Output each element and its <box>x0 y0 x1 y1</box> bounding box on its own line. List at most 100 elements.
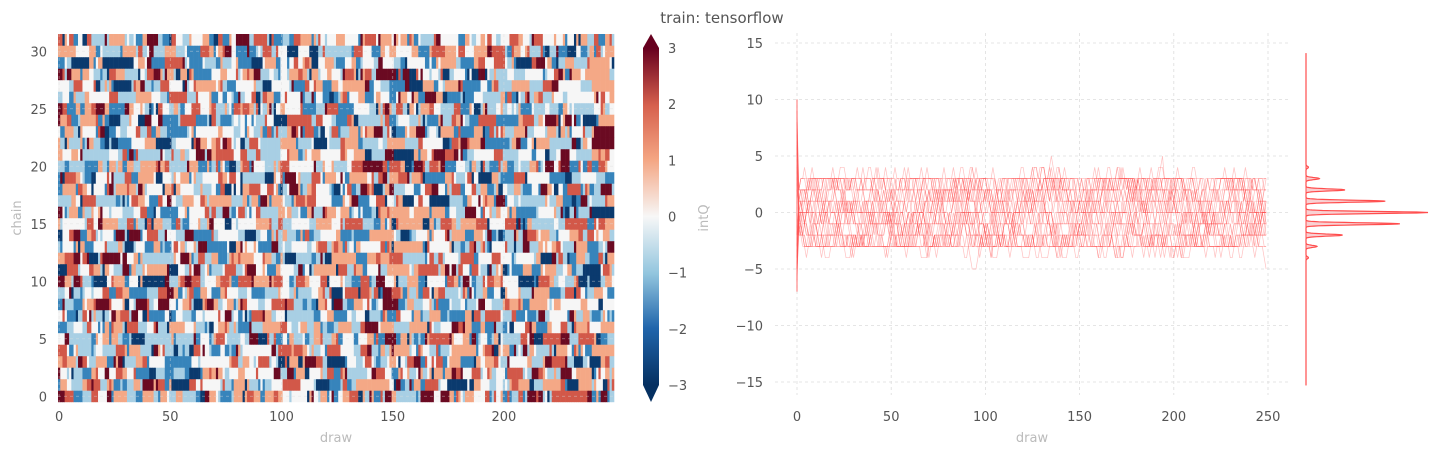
heatmap-cell <box>538 183 541 196</box>
heatmap-cell <box>186 195 190 207</box>
heatmap-cell <box>122 333 126 345</box>
heatmap-cell <box>549 264 553 276</box>
heatmap-cell <box>191 252 194 265</box>
heatmap-cell <box>369 356 372 368</box>
heatmap-cell <box>418 344 421 357</box>
heatmap-cell <box>224 287 228 299</box>
heatmap-cell <box>133 195 137 207</box>
heatmap-cell <box>493 344 497 357</box>
heatmap-cell <box>456 229 459 242</box>
heatmap-cell <box>115 287 119 299</box>
heatmap-cell <box>271 195 275 207</box>
heatmap-cell <box>315 298 319 311</box>
heatmap-cell <box>529 390 533 403</box>
heatmap-cell <box>193 333 197 345</box>
heatmap-cell <box>547 183 550 196</box>
heatmap-cell <box>438 206 441 219</box>
heatmap-cell <box>569 264 573 276</box>
heatmap-cell <box>440 183 444 196</box>
heatmap-cell <box>449 344 452 357</box>
heatmap-cell <box>164 206 168 219</box>
heatmap-cell <box>509 356 512 368</box>
heatmap-cell <box>520 229 524 242</box>
heatmap-cell <box>516 367 519 380</box>
heatmap-cell <box>571 229 575 242</box>
heatmap-cell <box>578 390 581 403</box>
heatmap-cell <box>104 310 108 322</box>
heatmap-cell <box>553 252 557 265</box>
heatmap-cell <box>456 390 459 403</box>
heatmap-cell <box>505 367 508 380</box>
heatmap-cell <box>284 310 288 322</box>
heatmap-cell <box>89 206 92 219</box>
heatmap-cell <box>373 321 377 334</box>
heatmap-cell <box>438 229 441 242</box>
heatmap-cell <box>596 206 599 219</box>
heatmap-cell <box>295 367 299 380</box>
heatmap-cell <box>531 310 535 322</box>
heatmap-cell <box>380 390 383 403</box>
heatmap-cell <box>262 367 266 380</box>
heatmap-cell <box>129 183 132 196</box>
heatmap-cell <box>522 344 526 357</box>
heatmap-cell <box>489 264 492 276</box>
heatmap-cell <box>251 356 255 368</box>
heatmap-cell <box>420 344 424 357</box>
heatmap-cell <box>202 264 206 276</box>
heatmap-cell <box>173 344 177 357</box>
heatmap-cell <box>349 379 352 391</box>
heatmap-cell <box>322 252 326 265</box>
heatmap-cell <box>529 287 533 299</box>
heatmap-cell <box>507 229 510 242</box>
heatmap-cell <box>109 333 112 345</box>
heatmap-cell <box>505 229 508 242</box>
heatmap-cell <box>229 252 232 265</box>
heatmap-cell <box>273 195 277 207</box>
heatmap-cell <box>582 367 586 380</box>
heatmap-cell <box>235 218 239 230</box>
heatmap-cell <box>242 321 246 334</box>
heatmap-cell <box>587 321 590 334</box>
heatmap-cell <box>182 390 186 403</box>
heatmap-cell <box>64 310 68 322</box>
heatmap-cell <box>338 218 341 230</box>
heatmap-cell <box>106 195 110 207</box>
heatmap-cell <box>273 229 277 242</box>
heatmap-cell <box>531 287 535 299</box>
heatmap-cell <box>600 298 604 311</box>
heatmap-cell <box>380 218 383 230</box>
heatmap-cell <box>302 275 306 288</box>
heatmap-cell <box>491 183 495 196</box>
heatmap-cell <box>569 206 573 219</box>
heatmap-cell <box>536 206 539 219</box>
heatmap-cell <box>222 218 226 230</box>
heatmap-cell <box>438 264 441 276</box>
heatmap-cell <box>556 183 559 196</box>
heatmap-cell <box>198 333 201 345</box>
heatmap-cell <box>496 298 499 311</box>
heatmap-cell <box>382 287 386 299</box>
heatmap-cell <box>582 333 586 345</box>
heatmap-cell <box>329 321 332 334</box>
heatmap-cell <box>189 183 192 196</box>
heatmap-cell <box>238 310 241 322</box>
heatmap-cell <box>362 356 366 368</box>
heatmap-cell <box>124 195 128 207</box>
heatmap-cell <box>389 344 392 357</box>
heatmap-cell <box>396 229 399 242</box>
heatmap-cell <box>576 206 579 219</box>
heatmap-cell <box>247 275 250 288</box>
heatmap-cell <box>295 195 299 207</box>
heatmap-cell <box>349 206 352 219</box>
heatmap-cell <box>444 379 448 391</box>
heatmap-cell <box>100 195 103 207</box>
heatmap-cell <box>78 275 81 288</box>
heatmap-cell <box>213 241 217 253</box>
heatmap-cell <box>333 344 337 357</box>
heatmap-cell <box>182 298 186 311</box>
heatmap-cell <box>591 379 595 391</box>
heatmap-cell <box>229 183 232 196</box>
heatmap-cell <box>291 195 295 207</box>
heatmap-cell <box>413 390 417 403</box>
heatmap-cell <box>518 321 521 334</box>
